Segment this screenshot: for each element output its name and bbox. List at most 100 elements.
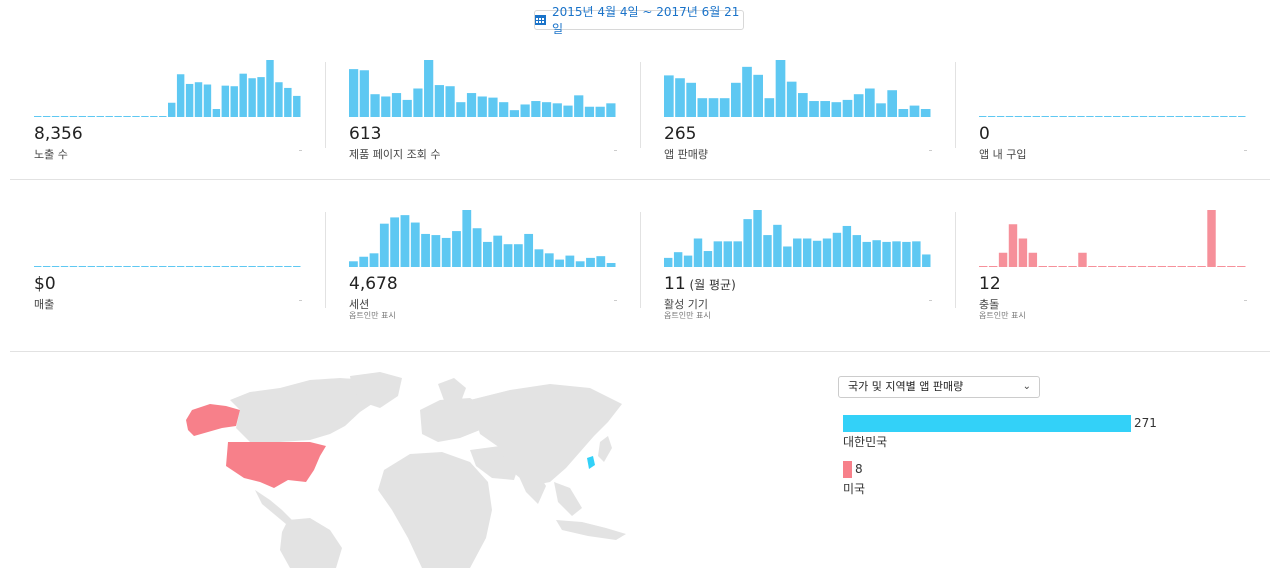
metric-label: 활성 기기 [664, 298, 708, 311]
metric-label: 앱 내 구입 [979, 148, 1027, 161]
metric-tile-active-devices[interactable]: 11 (월 평균) 활성 기기 옵트인만 표시 [664, 208, 932, 328]
spark-bar [1108, 266, 1117, 267]
date-range-label: 2015년 4월 4일 ~ 2017년 6월 21일 [552, 5, 740, 36]
spark-bar [132, 116, 140, 117]
metric-label: 노출 수 [34, 148, 68, 161]
map-region-south-america [280, 518, 342, 568]
spark-bar [275, 82, 283, 117]
metric-label: 충돌 [979, 298, 1000, 311]
spark-bar [898, 109, 909, 117]
metric-tile-impressions[interactable]: 8,356 노출 수 [34, 58, 302, 178]
spark-bar [1167, 266, 1177, 267]
divider [640, 62, 641, 148]
chevron-down-icon: ⌄ [1022, 381, 1031, 392]
map-region-india [516, 470, 546, 504]
spark-bar [713, 241, 723, 267]
spark-bar [1238, 116, 1246, 117]
spark-bar [534, 249, 544, 267]
world-map[interactable] [170, 370, 640, 568]
spark-bar [544, 253, 554, 267]
spark-bar [159, 116, 167, 117]
spark-bar [998, 252, 1008, 267]
map-region-indonesia [556, 520, 626, 540]
spark-bar [513, 244, 523, 267]
spark-bar [1098, 266, 1107, 267]
spark-bar [176, 74, 185, 117]
spark-bar [1028, 252, 1038, 267]
spark-bar [798, 93, 808, 117]
impressions-sparkline [34, 60, 301, 117]
metric-tile-sessions[interactable]: 4,678 세션 옵트인만 표시 [349, 208, 617, 328]
spark-bar [733, 241, 742, 267]
spark-bar [987, 116, 996, 117]
tile-tick [614, 150, 617, 151]
spark-bar [575, 261, 585, 267]
product-page-views-sparkline [349, 60, 616, 117]
spark-bar [1187, 266, 1196, 267]
spark-bar [574, 95, 584, 117]
spark-bar [731, 82, 741, 117]
date-range-button[interactable]: 2015년 4월 4일 ~ 2017년 6월 21일 [534, 5, 744, 36]
metric-label: 앱 판매량 [664, 148, 708, 161]
spark-bar [239, 266, 247, 267]
spark-bar [194, 82, 203, 117]
spark-bar [979, 266, 988, 267]
metric-value: 4,678 [349, 274, 398, 294]
metric-tile-in-app-purchases[interactable]: 0 앱 내 구입 [979, 58, 1247, 178]
spark-bar [902, 241, 911, 267]
spark-bar [390, 217, 400, 267]
metric-tile-app-units[interactable]: 265 앱 판매량 [664, 58, 932, 178]
spark-bar [257, 77, 265, 117]
spark-bar [1059, 116, 1067, 117]
divider [955, 212, 956, 308]
spark-bar [1127, 266, 1137, 267]
spark-bar [284, 266, 292, 267]
spark-bar [606, 103, 616, 117]
metric-tile-product-page-views[interactable]: 613 제품 페이지 조회 수 [349, 58, 617, 178]
spark-bar [413, 88, 423, 117]
spark-bar [1113, 116, 1121, 117]
spark-bar [872, 240, 881, 267]
metric-tile-crashes[interactable]: 12 충돌 옵트인만 표시 [979, 208, 1247, 328]
spark-bar [60, 266, 69, 267]
metric-note: 옵트인만 표시 [349, 311, 396, 320]
row-divider [10, 179, 1270, 180]
spark-bar [586, 257, 595, 267]
spark-bar [1175, 116, 1183, 117]
metric-value: $0 [34, 274, 56, 294]
metric-value: 12 [979, 274, 1001, 294]
row-divider [10, 351, 1270, 352]
spark-bar [1207, 210, 1216, 267]
spark-bar [1227, 266, 1236, 267]
spark-bar [78, 266, 87, 267]
spark-bar [1211, 116, 1219, 117]
sessions-sparkline [349, 210, 616, 267]
metric-label: 세션 [349, 298, 370, 311]
spark-bar [381, 96, 391, 117]
spark-bar [212, 266, 221, 267]
metric-note: 옵트인만 표시 [664, 311, 711, 320]
spark-bar [1177, 266, 1186, 267]
spark-bar [1078, 252, 1087, 267]
metric-tile-proceeds[interactable]: $0 매출 [34, 208, 302, 328]
tile-tick [299, 150, 302, 151]
spark-bar [168, 266, 176, 267]
spark-bar [1202, 116, 1210, 117]
map-region-africa [378, 452, 492, 568]
spark-bar [1121, 116, 1130, 117]
spark-bar [606, 263, 616, 267]
country-metric-select[interactable]: 국가 및 지역별 앱 판매량 ⌄ [838, 376, 1040, 398]
spark-bar [842, 99, 853, 117]
spark-bar [105, 116, 113, 117]
in-app-purchases-sparkline [979, 116, 1246, 117]
spark-bar [293, 95, 301, 117]
spark-bar [664, 257, 673, 267]
map-region-south-korea [587, 456, 595, 469]
spark-bar [742, 66, 752, 117]
spark-bar [596, 256, 606, 267]
spark-bar [51, 116, 60, 117]
map-region-greenland [350, 372, 402, 408]
spark-bar [584, 106, 595, 117]
spark-bar [773, 224, 782, 267]
metric-value: 613 [349, 124, 382, 144]
